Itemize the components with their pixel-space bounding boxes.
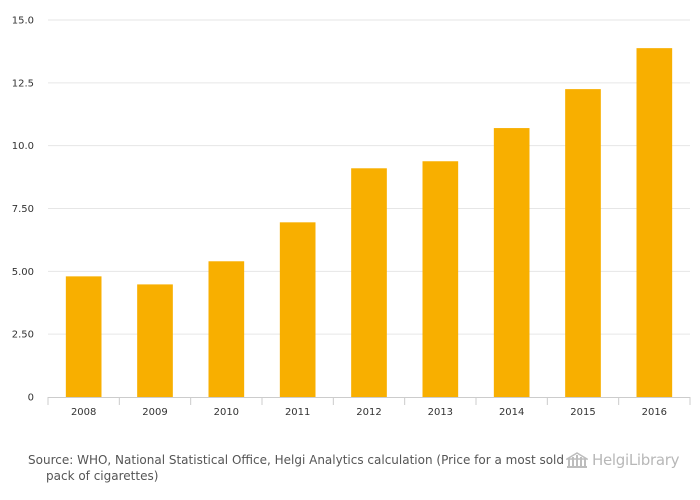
y-tick-label: 10.0 (12, 141, 34, 152)
y-tick-label: 2.50 (12, 330, 34, 341)
x-tick-label: 2013 (428, 407, 453, 418)
y-tick-label: 7.50 (12, 204, 34, 215)
bar (137, 284, 173, 397)
y-tick-label: 0 (28, 393, 34, 404)
source-note: Source: WHO, National Statistical Office… (28, 453, 565, 483)
x-tick-label: 2011 (285, 407, 310, 418)
x-tick-label: 2015 (570, 407, 595, 418)
bar (279, 222, 316, 397)
bar (65, 276, 102, 397)
y-tick-label: 15.0 (12, 16, 34, 27)
bar (208, 261, 245, 397)
bars (65, 48, 673, 398)
y-tick-label: 5.00 (12, 267, 34, 278)
bar (565, 89, 601, 397)
x-tick-label: 2012 (356, 407, 381, 418)
x-tick-label: 2008 (71, 407, 96, 418)
x-axis (47, 397, 691, 405)
bar (493, 128, 530, 397)
bar (351, 168, 387, 397)
logo-text: HelgiLibrary (592, 451, 680, 469)
y-tick-labels: 0 2.50 5.00 7.50 10.0 12.5 15.0 (12, 16, 34, 404)
x-tick-labels: 2008 2009 2010 2011 2012 2013 2014 2015 2016 (71, 407, 667, 418)
x-tick-label: 2009 (142, 407, 167, 418)
helgi-library-logo: HelgiLibrary (566, 450, 690, 470)
library-building-icon (566, 452, 588, 468)
y-tick-label: 12.5 (12, 78, 34, 89)
x-tick-label: 2010 (214, 407, 239, 418)
x-tick-label: 2016 (642, 407, 667, 418)
x-tick-label: 2014 (499, 407, 524, 418)
bar (636, 48, 673, 398)
bar (422, 161, 459, 397)
